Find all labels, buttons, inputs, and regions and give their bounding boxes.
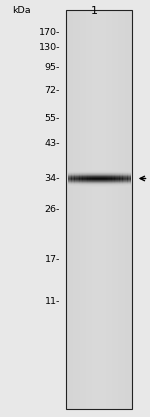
Bar [123,171,126,186]
Text: 170-: 170- [39,28,60,37]
Bar [112,171,114,186]
Bar [107,171,110,186]
Bar [124,171,127,186]
Bar [67,171,70,186]
Text: 55-: 55- [45,113,60,123]
Bar [68,178,130,179]
Bar [68,171,130,172]
Text: 95-: 95- [45,63,60,72]
Bar [118,171,121,186]
Bar [68,173,130,174]
Bar [88,171,90,186]
Text: 11-: 11- [45,296,60,306]
Bar [80,171,82,186]
Bar [115,171,118,186]
Text: 43-: 43- [45,138,60,148]
Bar [81,171,84,186]
Bar [68,174,130,175]
Bar [68,170,130,171]
Bar [68,185,130,186]
Bar [75,171,78,186]
Bar [92,171,95,186]
Bar [68,176,130,177]
Bar [129,171,132,186]
Bar [83,171,86,186]
Bar [105,171,108,186]
Bar [68,186,130,187]
Bar [110,171,113,186]
Bar [68,177,130,178]
Bar [73,171,76,186]
Bar [128,171,130,186]
Text: 130-: 130- [39,43,60,52]
Bar [68,176,130,177]
Bar [68,173,130,174]
Bar [68,175,130,176]
Text: 26-: 26- [45,205,60,214]
Bar [68,171,130,172]
Bar [68,183,130,184]
Bar [68,180,130,181]
Bar [113,171,116,186]
Bar [68,179,130,180]
Bar [70,171,73,186]
Bar [68,182,130,183]
Bar [86,171,89,186]
Bar [78,171,81,186]
Bar [84,171,87,186]
Bar [68,178,130,179]
Bar [100,171,103,186]
Bar [94,171,97,186]
Bar [68,181,130,182]
Bar [108,171,111,186]
Bar [99,171,102,186]
Bar [68,180,130,181]
Bar [68,181,130,182]
Bar [68,172,130,173]
Bar [91,171,94,186]
Bar [68,179,130,180]
Bar [68,182,130,183]
Bar [72,171,74,186]
Bar [89,171,92,186]
Bar [68,185,130,186]
Bar [102,171,105,186]
Text: 17-: 17- [45,255,60,264]
Bar [68,184,130,185]
Bar [76,171,79,186]
Bar [103,171,106,186]
Bar [68,175,130,176]
Bar [97,171,100,186]
Bar [126,171,129,186]
Text: kDa: kDa [12,6,31,15]
Bar [68,174,130,175]
Bar [96,171,98,186]
Bar [121,171,124,186]
Bar [116,171,119,186]
Bar [120,171,122,186]
Bar [66,10,132,409]
Text: 1: 1 [91,6,98,16]
Text: 72-: 72- [45,86,60,95]
Bar [68,171,71,186]
Text: 34-: 34- [45,174,60,183]
Bar [68,177,130,178]
